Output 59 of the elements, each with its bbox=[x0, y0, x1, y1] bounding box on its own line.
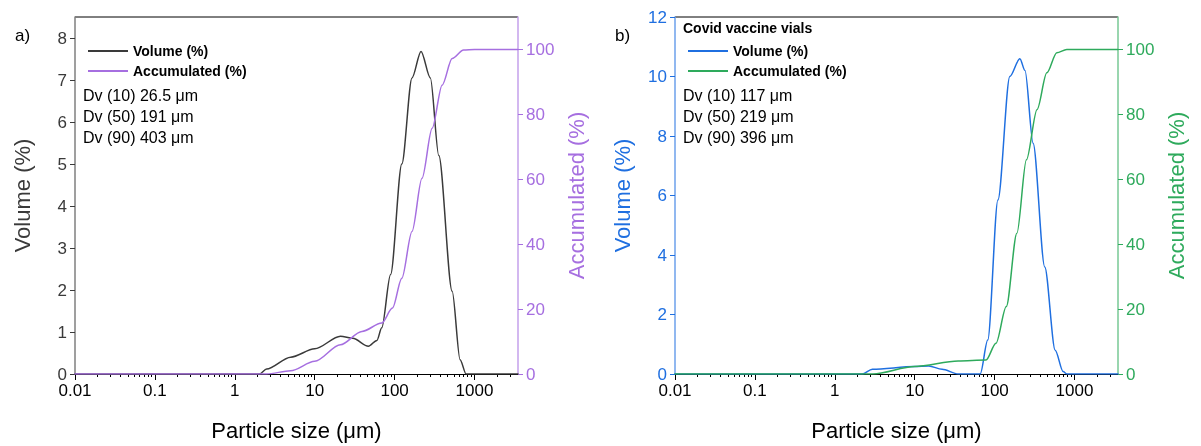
x-tick-label: 0.1 bbox=[143, 381, 167, 400]
y2-tick-label: 40 bbox=[526, 234, 545, 254]
annotation: Dv (90) 396 μm bbox=[683, 128, 794, 146]
x-tick-label: 0.01 bbox=[58, 381, 92, 400]
x-tick-label: 1 bbox=[230, 381, 240, 400]
legend-label: Accumulated (%) bbox=[733, 63, 847, 79]
y2-tick-label: 80 bbox=[1126, 104, 1145, 124]
x-axis-title: Particle size (μm) bbox=[211, 417, 382, 443]
y2-tick-label: 100 bbox=[526, 39, 555, 59]
x-tick-label: 0.01 bbox=[658, 381, 692, 400]
y-tick-label: 5 bbox=[57, 154, 67, 174]
x-tick-label: 100 bbox=[980, 381, 1009, 400]
y2-tick-label: 40 bbox=[1126, 234, 1145, 254]
annotation: Dv (90) 403 μm bbox=[83, 128, 194, 146]
legend-label: Volume (%) bbox=[733, 43, 809, 59]
y2-tick-label: 0 bbox=[526, 364, 536, 384]
y2-tick-label: 20 bbox=[1126, 299, 1145, 319]
y-tick-label: 10 bbox=[648, 67, 667, 86]
y-tick-label: 8 bbox=[657, 126, 667, 146]
text: a) bbox=[15, 26, 31, 45]
y-tick-label: 4 bbox=[657, 245, 667, 265]
text: b) bbox=[615, 26, 631, 45]
x-tick-label: 0.1 bbox=[743, 381, 767, 400]
y-tick-label: 2 bbox=[57, 280, 67, 300]
y-tick-label: 7 bbox=[57, 70, 67, 90]
x-tick-label: 100 bbox=[380, 381, 409, 400]
y-tick-label: 2 bbox=[657, 305, 667, 324]
legend-label: Volume (%) bbox=[133, 43, 209, 59]
y2-tick-label: 80 bbox=[526, 104, 545, 124]
y2-axis-title: Accumulated (%) bbox=[1163, 111, 1189, 280]
y-tick-label: 3 bbox=[57, 238, 67, 258]
x-tick-label: 1000 bbox=[455, 381, 494, 400]
y-tick-label: 4 bbox=[57, 196, 67, 216]
legend-title: Covid vaccine vials bbox=[683, 20, 813, 36]
y2-axis-title: Accumulated (%) bbox=[563, 111, 589, 280]
y2-tick-label: 60 bbox=[526, 169, 545, 189]
annotation: Dv (10) 117 μm bbox=[683, 86, 793, 104]
y-tick-label: 6 bbox=[57, 112, 67, 132]
y2-tick-label: 0 bbox=[1126, 364, 1136, 384]
y-tick-label: 0 bbox=[657, 364, 667, 384]
y-tick-label: 6 bbox=[657, 186, 667, 205]
y2-tick-label: 100 bbox=[1126, 39, 1155, 59]
y-axis-title: Volume (%) bbox=[9, 138, 35, 253]
x-axis-title: Particle size (μm) bbox=[811, 417, 982, 443]
annotation: Dv (50) 219 μm bbox=[683, 107, 794, 125]
x-tick-label: 1000 bbox=[1055, 381, 1094, 400]
y-axis-title: Volume (%) bbox=[609, 138, 635, 253]
y-tick-label: 8 bbox=[57, 28, 67, 48]
y-tick-label: 1 bbox=[57, 322, 67, 342]
x-tick-label: 10 bbox=[305, 381, 325, 400]
annotation: Dv (50) 191 μm bbox=[83, 107, 194, 125]
x-tick-label: 10 bbox=[905, 381, 925, 400]
y-tick-label: 0 bbox=[57, 364, 67, 384]
y2-tick-label: 20 bbox=[526, 299, 545, 319]
y2-tick-label: 60 bbox=[1126, 169, 1145, 189]
y-tick-label: 12 bbox=[648, 7, 667, 27]
legend-label: Accumulated (%) bbox=[133, 63, 247, 79]
annotation: Dv (10) 26.5 μm bbox=[83, 86, 199, 104]
x-tick-label: 1 bbox=[830, 381, 840, 400]
